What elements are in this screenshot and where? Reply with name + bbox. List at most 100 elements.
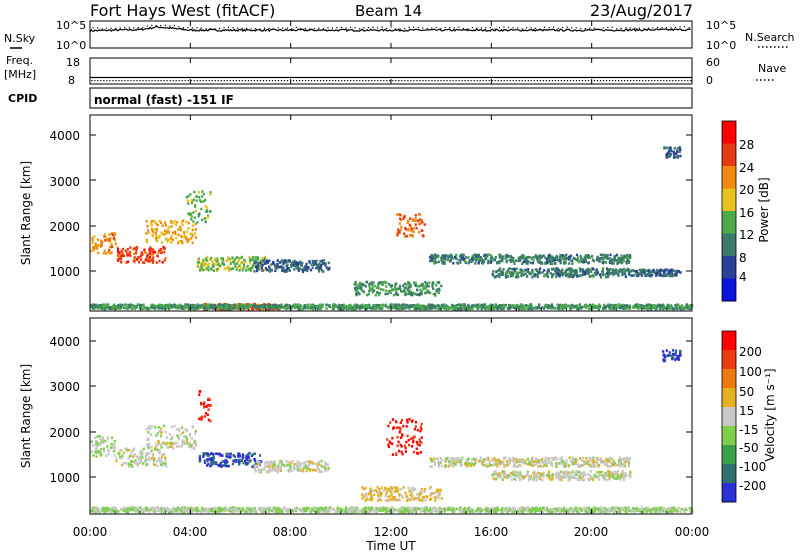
power-cells-cell [200,200,203,204]
velocity-cells-cell [412,450,415,454]
power-cells-cell [342,303,345,307]
power-cells-cell [493,306,496,310]
velocity-cells-cell [428,487,431,491]
power-cells-cell [209,303,212,307]
velocity-cells-cell [149,427,152,430]
power-cells-cell [144,258,147,262]
nave-dot [277,80,280,82]
velocity-cells-cell [407,486,410,490]
velocity-cells-cell [419,425,422,429]
power-cells-cell [619,269,622,272]
power-cells-cell [513,306,516,310]
power-cells-cell [219,264,222,268]
velocity-cells-cell [148,427,151,430]
nave-dot [202,80,204,82]
power-cells-cell [293,259,296,263]
velocity-cells-cell [488,463,492,466]
power-cells-cell [562,305,565,309]
velocity-cells-cell [419,489,422,493]
velocity-cells-cell [615,463,618,467]
velocity-cells-cell [405,495,408,499]
power-cells-cell [526,256,529,259]
power-cells-cell [468,261,471,264]
velocity-cells-cell [239,454,242,458]
power-cells-cell [151,234,155,238]
nave-dot [238,80,240,82]
power-cells-cell [297,307,300,311]
power-cells-cell [640,306,643,310]
velocity-cells-cell [206,452,209,456]
power-cells-cell [319,307,322,310]
velocity-cells-cell [175,428,178,431]
power-cells-cell [147,253,150,256]
noise-search-dot [688,27,690,29]
power-cells-cell [529,272,533,276]
power-cells-cell [607,271,611,275]
velocity-cells-cell [592,463,595,466]
power-cells-cell [516,274,519,278]
power-cells-cell [312,261,315,264]
velocity-cells-cell [158,430,161,433]
power-cells-cell [297,304,300,307]
power-cells-cell [522,304,525,307]
velocity-cells-cell [202,452,205,455]
velocity-cells-cell [431,492,434,495]
power-cells-cell [155,239,158,243]
velocity-cells-cell [416,428,419,432]
power-cells-cell [615,259,618,262]
power-cells-cell [573,304,577,308]
power-cells-cell [675,307,679,311]
power-cells-cell [537,254,540,258]
power-cells-cell [452,307,455,310]
power-cells-cell [672,273,675,276]
power-cells-cell [528,255,531,259]
power-cells-cell [117,306,120,310]
power-cells-cell [238,264,241,268]
velocity-cells-cell [502,460,505,463]
noise-search-dot [647,27,650,29]
nave-dot [461,80,463,82]
velocity-cells-cell [130,459,133,463]
power-cells-cell [316,307,319,311]
velocity-cells-cell [209,464,212,468]
power-cells-cell [299,267,302,270]
power-cells-cell [453,256,457,259]
velocity-cells-cell [535,478,538,482]
power-colorbar [721,120,737,302]
nave-dot [335,80,337,82]
noise-search-dot [322,28,324,30]
power-cells-cell [239,266,242,270]
velocity-cells-cell [513,458,516,461]
power-cells-cell [196,221,199,224]
power-cells-cell [518,271,521,275]
power-cells-cell [664,307,668,310]
power-cells-cell [145,239,148,242]
velocity-cells-cell [208,454,211,457]
power-cells-cell [670,272,673,275]
power-cells-cell [132,247,135,251]
velocity-cells-cell [448,460,451,463]
velocity-cells-cell [411,494,414,498]
power-cells-cell [611,272,614,275]
power-cells-cell [537,259,540,262]
power-cells-cell [259,259,262,262]
power-cells-cell [97,307,100,310]
power-cells-cell [491,306,494,309]
power-cells-cell [477,253,480,257]
velocity-cells-cell [295,467,298,470]
power-cells-cell [184,303,187,306]
nave-dot [636,80,638,82]
power-cells-cell [102,304,105,308]
noise-search-dot [534,27,537,29]
power-cells-cell [636,307,639,310]
velocity-cells-cell [537,460,540,464]
velocity-cells-cell [364,499,367,502]
power-cells-cell [320,269,323,272]
velocity-cells-cell [170,425,173,429]
power-cells-cell [670,306,673,310]
power-cells-cell [170,221,173,224]
power-cells-cell [492,270,495,273]
power-cells-cell [559,261,562,265]
velocity-cells-cell [288,469,291,473]
velocity-cells-cell [411,445,414,448]
